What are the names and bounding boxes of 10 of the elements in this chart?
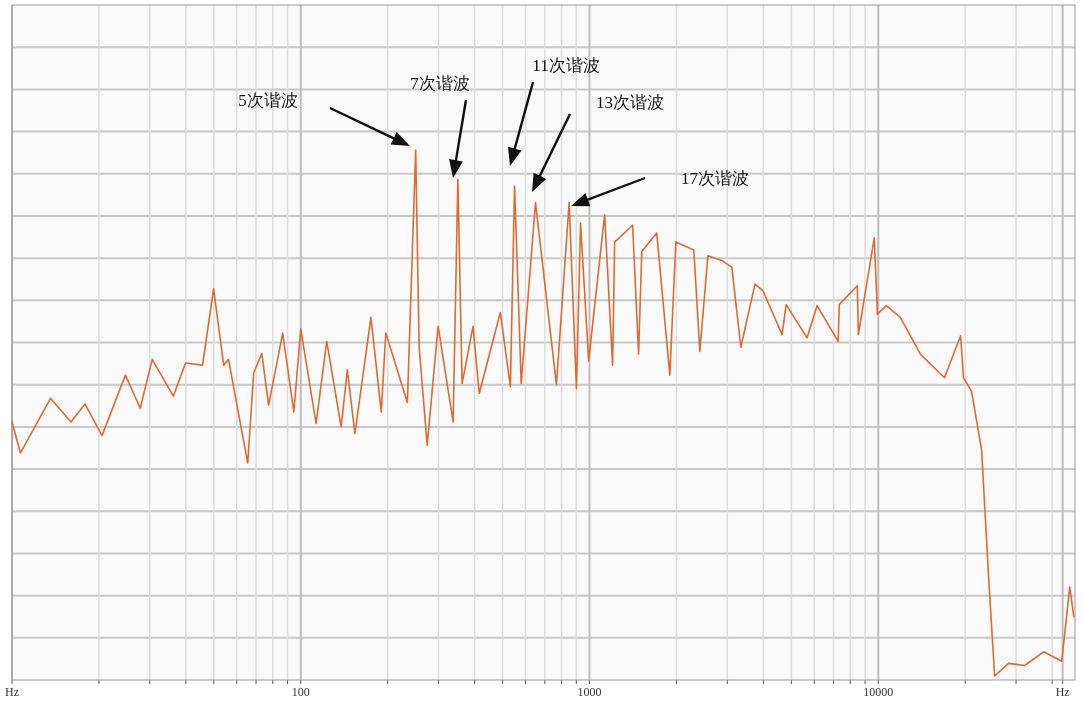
- text: 13次谐波: [596, 93, 664, 112]
- x-tick-label: Hz: [1055, 685, 1070, 699]
- text: 7次谐波: [410, 74, 470, 93]
- x-tick-label: 1000: [577, 685, 602, 699]
- x-tick-label: 10000: [863, 685, 894, 699]
- text: 11次谐波: [532, 56, 600, 75]
- annotation: 17次谐波: [681, 169, 749, 188]
- x-tick-label: Hz: [5, 685, 19, 699]
- text: 5次谐波: [238, 91, 298, 110]
- x-tick-label: 100: [291, 685, 310, 699]
